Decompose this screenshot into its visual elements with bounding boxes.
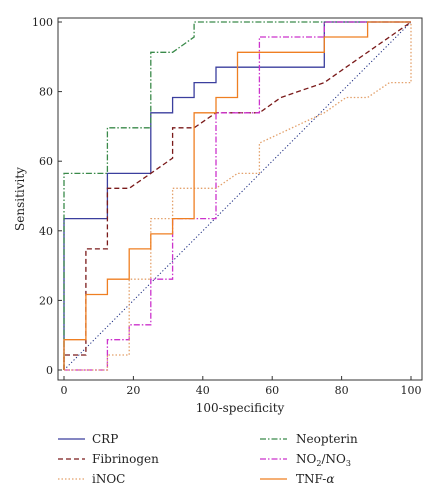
y-tick-label-60: 60 [39,155,53,168]
series-no2-no3 [64,21,411,371]
reference-line [63,21,412,371]
series-group [63,21,412,371]
series-fibrinogen [63,21,412,370]
x-tick-label-100: 100 [401,384,422,397]
reference-diagonal [63,21,412,371]
legend-label-crp: CRP [92,432,118,446]
plot-frame [57,17,423,381]
legend: CRP Fibrinogen iNOC Neopterin NO2/NO3 TN… [58,432,358,486]
x-tick-label-60: 60 [265,384,279,397]
y-tick-label-100: 100 [32,16,53,29]
x-tick-label-80: 80 [335,384,349,397]
y-axis-title: Sensitivity [13,167,27,231]
legend-label-no2-no3: NO2/NO3 [296,452,351,468]
axis-ticks: 0 20 40 60 80 100 0 20 40 60 80 100 [32,16,422,397]
legend-label-fibrinogen: Fibrinogen [92,452,159,466]
x-tick-label-40: 40 [196,384,210,397]
x-axis-title: 100-specificity [196,401,285,415]
y-tick-label-40: 40 [39,225,53,238]
series-neopterin [63,21,411,370]
legend-label-tnf-alpha: TNF-α [296,472,334,486]
y-tick-label-0: 0 [46,364,53,377]
x-tick-label-20: 20 [126,384,140,397]
x-tick-label-0: 0 [61,384,68,397]
legend-label-neopterin: Neopterin [296,432,358,446]
series-inoc [64,22,412,371]
y-tick-label-20: 20 [39,294,53,307]
legend-label-inoc: iNOC [92,472,125,486]
y-tick-label-80: 80 [39,86,53,99]
series-tnf [63,21,411,370]
